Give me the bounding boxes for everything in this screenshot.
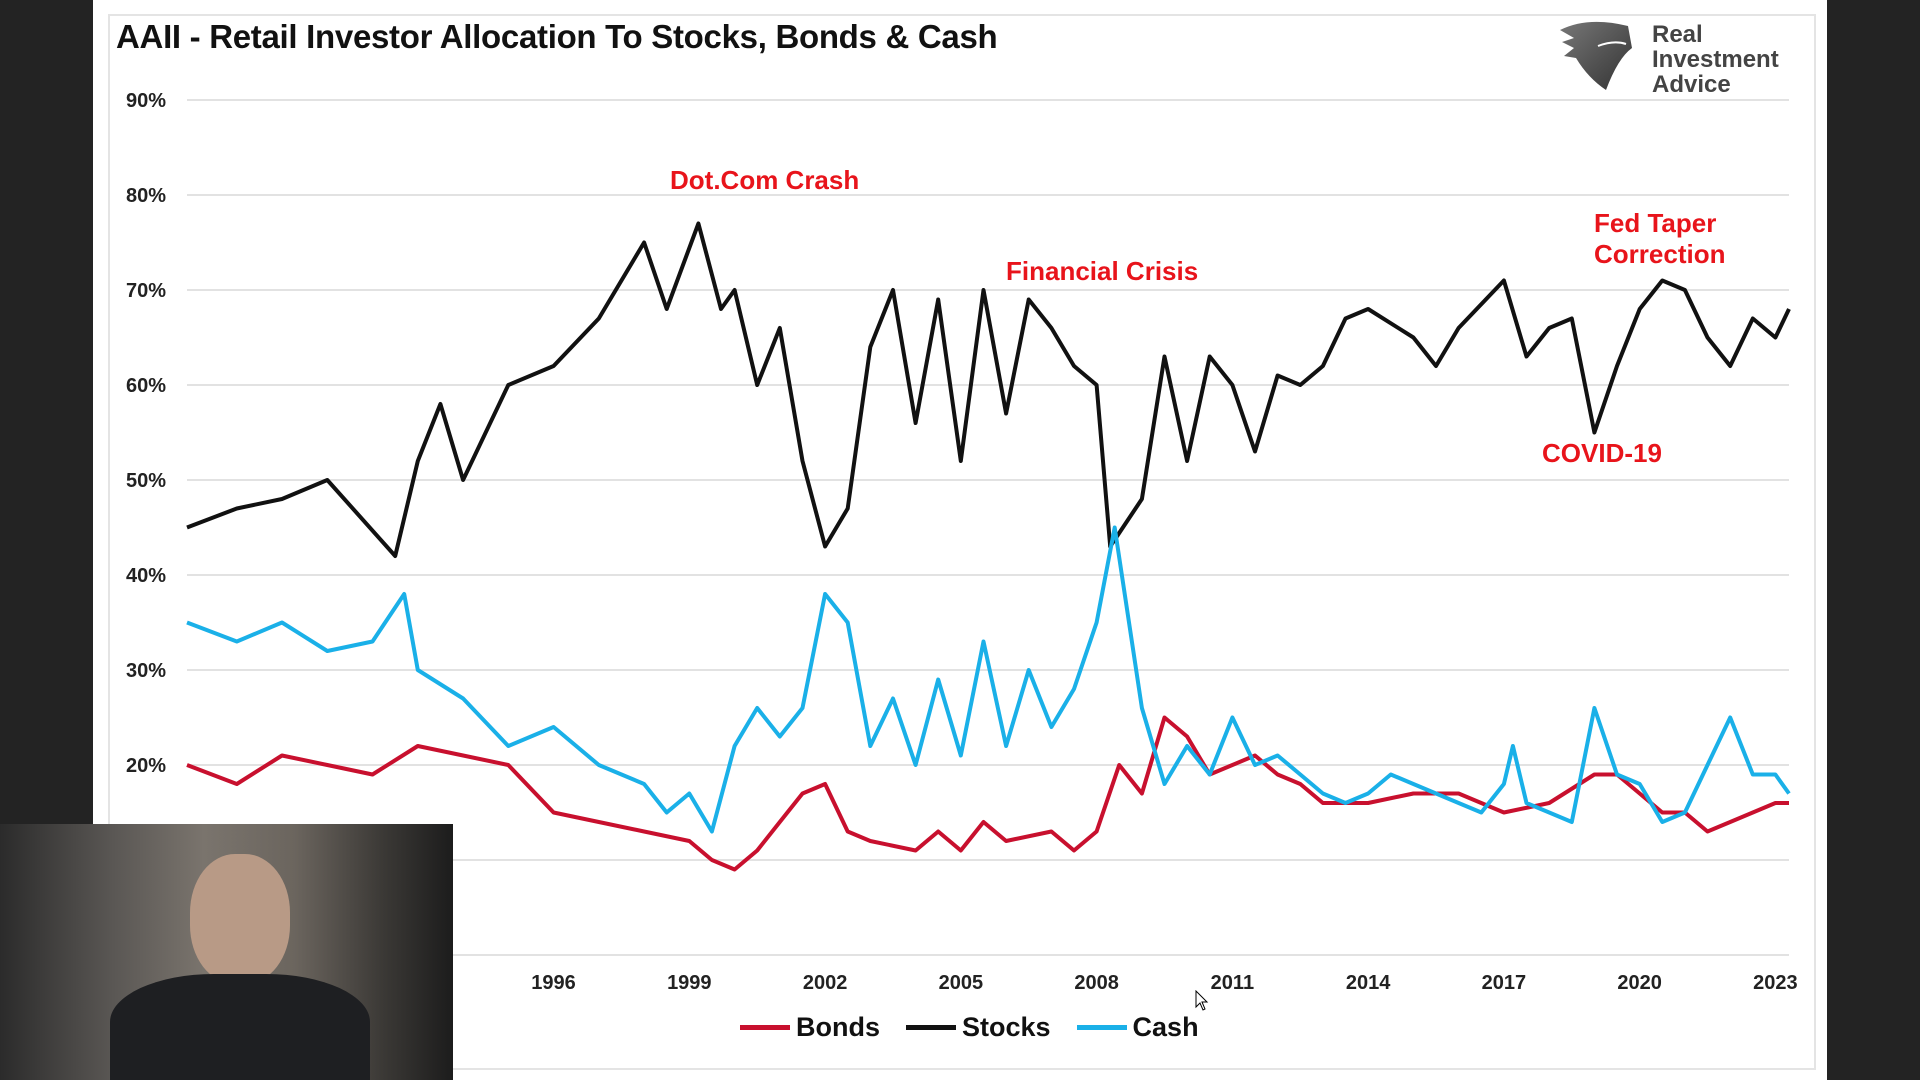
- x-tick-label: 2005: [939, 972, 984, 994]
- legend-item-stocks: Stocks: [906, 1012, 1051, 1043]
- logo-line: Real: [1652, 21, 1703, 48]
- series-line-bonds: [186, 715, 1789, 872]
- y-axis-ticks: 20% 30% 40% 50% 60% 70% 80% 90%: [126, 90, 166, 777]
- legend-label: Bonds: [796, 1012, 880, 1042]
- annotation-line: Correction: [1594, 239, 1726, 269]
- annotation-dotcom: Dot.Com Crash: [670, 165, 860, 195]
- annotation-covid: COVID-19: [1542, 438, 1662, 468]
- webcam-shoulders: [110, 974, 370, 1080]
- annotation-line: Fed Taper: [1594, 208, 1717, 238]
- series-line-stocks: [186, 221, 1791, 558]
- x-tick-label: 2020: [1617, 972, 1662, 994]
- annotation-fed-taper: Fed Taper Correction: [1594, 208, 1725, 270]
- annotation-financial-crisis: Financial Crisis: [1006, 256, 1199, 286]
- gridlines: [187, 99, 1789, 956]
- y-tick-label: 40%: [126, 565, 166, 587]
- eagle-shield-icon: [1560, 21, 1632, 90]
- legend-swatch: [1076, 1025, 1127, 1030]
- logo-line: Advice: [1652, 71, 1731, 98]
- legend-item-bonds: Bonds: [740, 1012, 880, 1043]
- legend-swatch: [906, 1025, 956, 1030]
- chart-border: [108, 14, 1816, 1070]
- y-tick-label: 80%: [126, 185, 166, 207]
- legend: Bonds Stocks Cash: [740, 1012, 1199, 1043]
- webcam-overlay: [0, 824, 453, 1080]
- y-tick-label: 30%: [126, 660, 166, 682]
- x-tick-label: 2014: [1346, 972, 1391, 994]
- series-lines: [186, 221, 1791, 872]
- x-tick-label: 2011: [1211, 972, 1254, 994]
- x-axis-ticks: 1990199319961999200220052008201120142017…: [260, 972, 1798, 994]
- logo-line: Investment: [1652, 46, 1779, 73]
- mouse-pointer-icon: [1195, 990, 1209, 1011]
- legend-label: Stocks: [962, 1012, 1051, 1042]
- x-tick-label: 2008: [1074, 972, 1119, 994]
- x-tick-label: 1999: [667, 972, 712, 994]
- legend-swatch: [740, 1025, 790, 1030]
- x-tick-label: 2017: [1482, 972, 1527, 994]
- legend-item-cash: Cash: [1076, 1012, 1199, 1043]
- y-tick-label: 70%: [126, 280, 166, 302]
- x-tick-label: 2023: [1753, 972, 1798, 994]
- legend-label: Cash: [1132, 1012, 1199, 1042]
- y-tick-label: 20%: [126, 755, 166, 777]
- chart-title: AAII - Retail Investor Allocation To Sto…: [116, 18, 998, 55]
- x-tick-label: 1996: [531, 972, 576, 994]
- y-tick-label: 50%: [126, 470, 166, 492]
- series-line-cash: [186, 525, 1791, 834]
- y-tick-label: 60%: [126, 375, 166, 397]
- webcam-face: [190, 854, 290, 984]
- logo-text: Real Investment Advice: [1652, 22, 1779, 97]
- x-tick-label: 2002: [803, 972, 848, 994]
- y-tick-label: 90%: [126, 90, 166, 112]
